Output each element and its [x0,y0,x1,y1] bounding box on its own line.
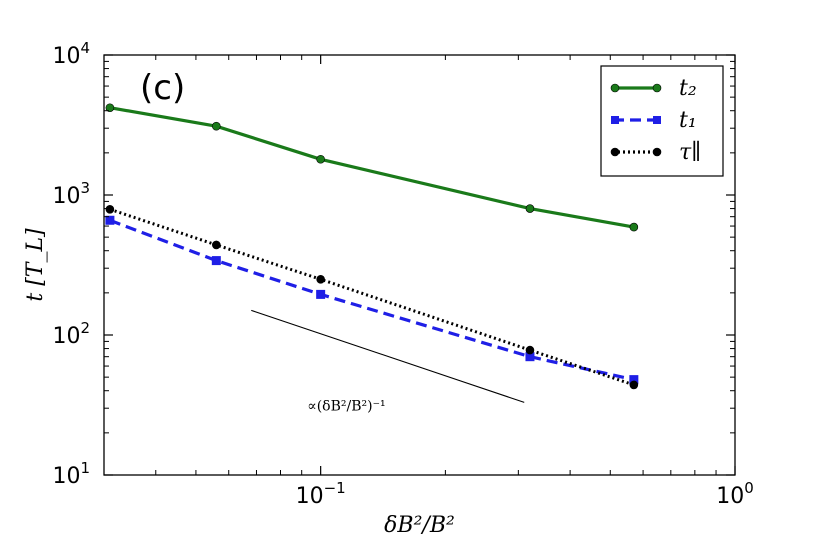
legend-marker-0 [652,83,662,93]
series-0-point [629,222,639,232]
legend-label-1: t₁ [679,108,697,133]
series-1-point [316,289,326,299]
series-2-point [629,380,639,390]
plot-area-frame [103,54,736,476]
y-tick-label: 101 [52,459,90,489]
series-1-point [211,256,221,266]
legend-label-0: t₂ [679,76,697,101]
x-tick-label: 10−1 [296,479,346,509]
legend-marker-0 [610,83,620,93]
series-2-point [105,205,115,214]
legend-label-2: τ∥ [679,140,701,165]
legend-marker-1 [611,116,619,124]
series-0-point [212,121,221,131]
panel-label: (c) [140,68,185,108]
legend-marker-2 [610,147,620,157]
y-tick-label: 103 [52,179,90,209]
series-0-point [316,154,325,164]
legend-marker-1 [653,116,661,124]
series-2-point [212,240,221,250]
series-1-point [105,215,115,225]
y-tick-label: 102 [52,319,90,349]
legend-marker-2 [652,147,662,157]
x-axis-label: δB²/B² [384,513,455,538]
y-tick-label: 104 [52,39,90,69]
series-0-point [105,103,115,113]
reference-slope-line [251,309,525,403]
series-2-point [316,274,325,284]
y-axis-label: t [T_L] [23,228,48,302]
series-0-point [525,204,535,213]
series-2-point [525,345,535,355]
x-tick-label: 100 [716,479,754,509]
reference-slope-label: ∝(δB²/B²)⁻¹ [307,398,385,414]
